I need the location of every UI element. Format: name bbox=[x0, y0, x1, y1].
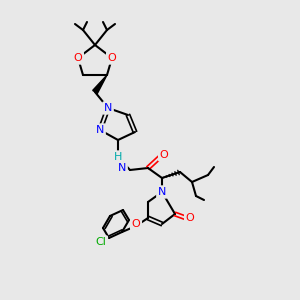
Text: N: N bbox=[118, 163, 126, 173]
Text: O: O bbox=[186, 213, 194, 223]
Text: N: N bbox=[158, 187, 166, 197]
Text: N: N bbox=[104, 103, 112, 113]
Text: O: O bbox=[74, 53, 82, 63]
Text: O: O bbox=[108, 53, 116, 63]
Text: O: O bbox=[132, 219, 140, 229]
Text: N: N bbox=[96, 125, 104, 135]
Text: O: O bbox=[160, 150, 168, 160]
Polygon shape bbox=[93, 75, 107, 94]
Text: Cl: Cl bbox=[96, 237, 106, 247]
Text: H: H bbox=[114, 152, 122, 162]
